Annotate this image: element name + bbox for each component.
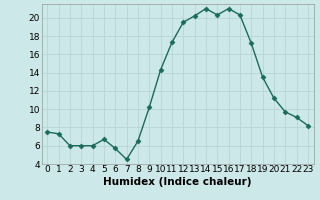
X-axis label: Humidex (Indice chaleur): Humidex (Indice chaleur) bbox=[103, 177, 252, 187]
